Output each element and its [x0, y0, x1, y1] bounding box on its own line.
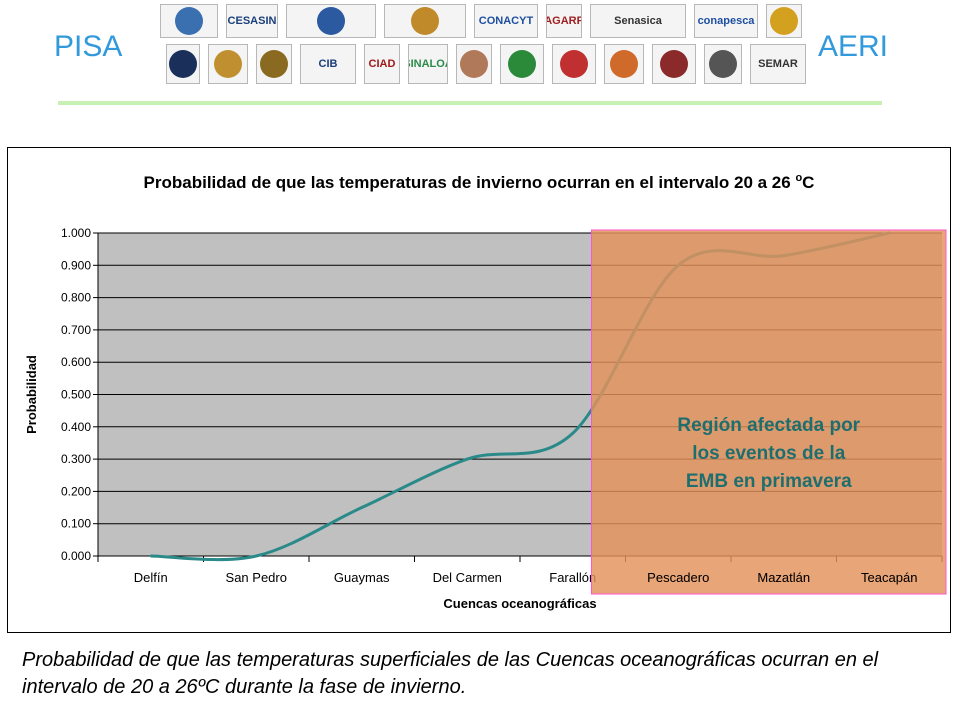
highlight-label: los eventos de la [692, 443, 846, 464]
logo-conapesca: conapesca [694, 4, 758, 38]
x-tick-label: Pescadero [647, 570, 709, 585]
highlight-label: EMB en primavera [686, 471, 852, 492]
logo-comite-bcs [384, 4, 466, 38]
logo-red-diagnostico [704, 44, 742, 84]
logo-comite-nayarit [286, 4, 376, 38]
x-tick-label: Delfín [134, 570, 168, 585]
x-tick-label: San Pedro [226, 570, 287, 585]
y-tick-label: 0.500 [61, 388, 91, 402]
y-tick-label: 0.000 [61, 549, 91, 563]
y-tick-label: 0.700 [61, 323, 91, 337]
x-tick-label: Mazatlán [757, 570, 810, 585]
series-point [466, 457, 469, 461]
logo-cesasin: CESASIN [226, 4, 278, 38]
highlight-label: Región afectada por [677, 415, 860, 436]
series-point [255, 554, 258, 558]
y-tick-label: 0.400 [61, 420, 91, 434]
logo-cib: CIB [300, 44, 356, 84]
y-tick-label: 0.900 [61, 258, 91, 272]
logo-row-bottom: CIBCIADSINALOA SEMAR [166, 44, 806, 84]
x-tick-label: Del Carmen [433, 570, 502, 585]
logo-seal-red [552, 44, 596, 84]
logo-emblem [208, 44, 248, 84]
logo-coat-of-arms [256, 44, 292, 84]
y-tick-label: 0.800 [61, 291, 91, 305]
logo-unam [166, 44, 200, 84]
logo-figure [456, 44, 492, 84]
logo-sinaloa: SINALOA [408, 44, 448, 84]
logo-semar: SEMAR [750, 44, 806, 84]
x-axis-label: Cuencas oceanográficas [443, 596, 596, 611]
y-tick-label: 0.200 [61, 484, 91, 498]
logo-ciad: CIAD [364, 44, 400, 84]
logo-seal-star [652, 44, 696, 84]
x-tick-label: Guaymas [334, 570, 390, 585]
header-divider [58, 101, 882, 105]
y-axis-label: Probabilidad [24, 355, 39, 434]
pisa-label: PISA [54, 30, 123, 63]
highlight-region [591, 229, 947, 595]
logo-shield [766, 4, 802, 38]
logo-conacyt: CONACYT [474, 4, 538, 38]
y-tick-label: 0.300 [61, 452, 91, 466]
y-tick-label: 0.600 [61, 355, 91, 369]
logo-senasica: Senasica [590, 4, 686, 38]
logo-sagarpa: SAGARPA [546, 4, 582, 38]
logo-seal-green [500, 44, 544, 84]
figure-caption: Probabilidad de que las temperaturas sup… [22, 649, 879, 698]
series-point [149, 554, 152, 558]
chart: Probabilidad de que las temperaturas de … [24, 172, 947, 611]
series-point [360, 506, 363, 509]
x-tick-label: Farallón [549, 570, 596, 585]
x-tick-label: Teacapán [861, 570, 917, 585]
logo-row-top: CESASIN CONACYTSAGARPASenasicaconapesca [160, 4, 802, 38]
series-point [571, 432, 574, 435]
chart-title: Probabilidad de que las temperaturas de … [144, 172, 815, 192]
y-tick-label: 1.000 [61, 226, 91, 240]
y-tick-label: 0.100 [61, 517, 91, 531]
chart-frame: Probabilidad de que las temperaturas de … [7, 147, 951, 633]
aeri-label: AERI [818, 30, 889, 63]
logo-circle [160, 4, 218, 38]
logo-seal-orange [604, 44, 644, 84]
